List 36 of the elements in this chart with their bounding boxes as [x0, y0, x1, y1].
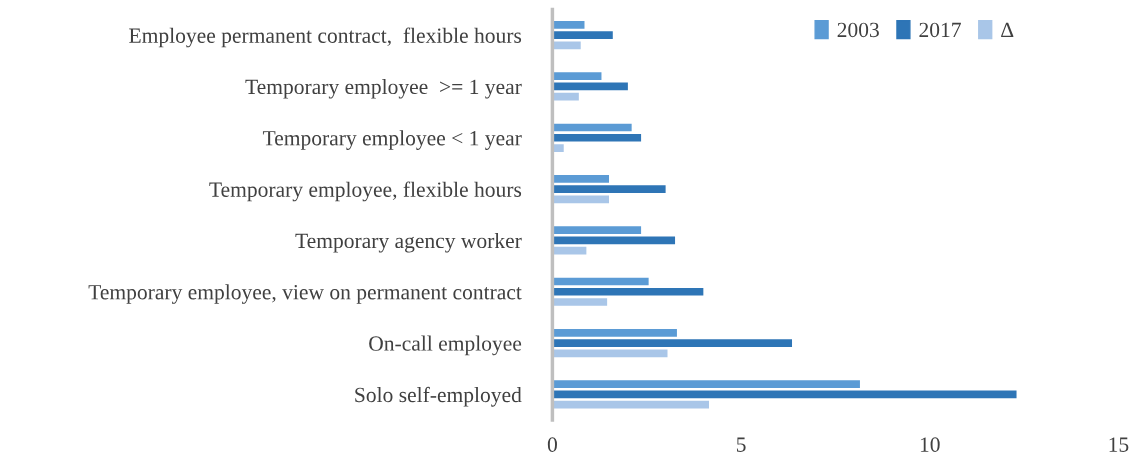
bar	[552, 400, 710, 409]
y-tick-label: Temporary employee, flexible hours	[209, 181, 522, 202]
bar	[552, 123, 632, 132]
bar	[552, 390, 1017, 399]
bar	[552, 287, 704, 296]
bar	[552, 31, 613, 39]
bar	[552, 277, 649, 286]
bar	[552, 328, 677, 337]
x-tick-label: 0	[547, 437, 557, 452]
x-tick-label: 10	[920, 437, 940, 452]
y-tick-label: On-call employee	[369, 335, 522, 356]
bar	[552, 92, 579, 101]
legend-label: Δ	[1001, 22, 1014, 37]
y-tick-label: Temporary agency worker	[295, 232, 522, 253]
bar	[552, 349, 668, 358]
x-tick-label: 15	[1109, 437, 1129, 452]
y-tick-label: Solo self-employed	[355, 386, 522, 407]
bar	[552, 236, 676, 245]
bar	[552, 174, 610, 183]
bar	[552, 380, 860, 388]
y-tick-label: Temporary employee < 1 year	[262, 130, 522, 150]
bar	[552, 246, 587, 255]
bar	[552, 226, 642, 235]
bar	[552, 133, 642, 142]
bar	[552, 20, 585, 29]
y-tick-label: Employee permanent contract, flexible hours	[129, 27, 522, 48]
bar	[552, 72, 602, 81]
y-tick-label: Temporary employee >= 1 year	[245, 78, 522, 99]
y-tick-label: Temporary employee, view on permanent contract	[88, 284, 522, 304]
bar	[552, 185, 666, 193]
x-tick-label: 5	[736, 437, 746, 452]
legend-label: 2017	[919, 22, 961, 38]
legend-label: 2003	[837, 22, 879, 38]
bar	[552, 339, 793, 347]
bar	[552, 144, 564, 152]
bar	[552, 298, 608, 306]
